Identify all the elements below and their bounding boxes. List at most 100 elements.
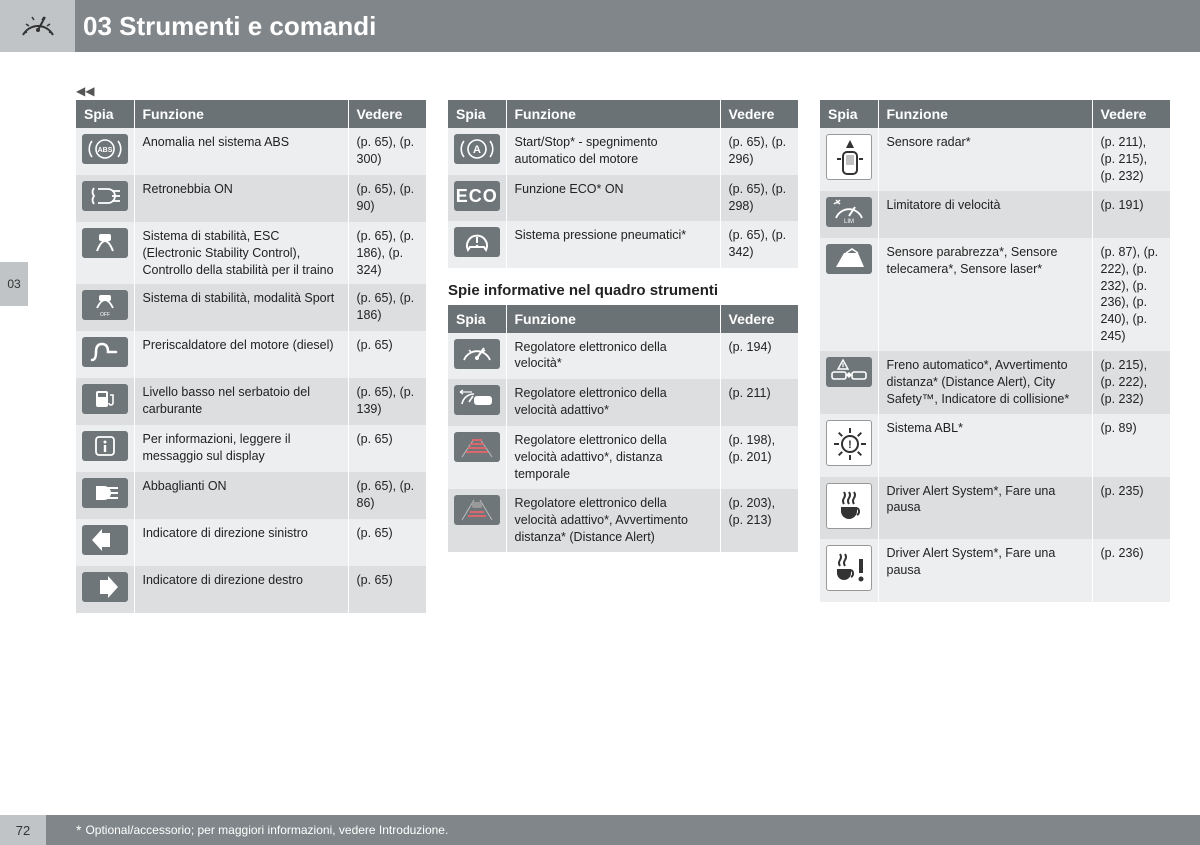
- eco-icon: ECO: [454, 181, 500, 211]
- table-row: Regolatore elettronico della velocità ad…: [448, 379, 798, 426]
- icon-cell: [76, 519, 134, 566]
- funzione-cell: Livello basso nel serbatoio del carburan…: [134, 378, 348, 425]
- table-row: A Start/Stop* - spegnimento automatico de…: [448, 128, 798, 175]
- funzione-cell: Per informazioni, leggere il messaggio s…: [134, 425, 348, 472]
- icon-cell: [76, 425, 134, 472]
- th-vedere: Vedere: [720, 305, 798, 333]
- table-row: Preriscaldatore del motore (diesel)(p. 6…: [76, 331, 426, 378]
- funzione-cell: Start/Stop* - spegnimento automatico del…: [506, 128, 720, 175]
- collision-icon: [826, 357, 872, 387]
- content-columns: Spia Funzione Vedere ABSAnomalia nel sis…: [76, 100, 1170, 803]
- funzione-cell: Sistema ABL*: [878, 414, 1092, 477]
- th-funzione: Funzione: [506, 100, 720, 128]
- coffee-icon: [826, 483, 872, 529]
- vedere-cell: (p. 89): [1092, 414, 1170, 477]
- table-col1: Spia Funzione Vedere ABSAnomalia nel sis…: [76, 100, 426, 613]
- table-row: Indicatore di direzione destro(p. 65): [76, 566, 426, 613]
- funzione-cell: Indicatore di direzione destro: [134, 566, 348, 613]
- icon-cell: [76, 378, 134, 425]
- esc-off-icon: OFF: [82, 290, 128, 320]
- icon-cell: [820, 128, 878, 191]
- th-vedere: Vedere: [720, 100, 798, 128]
- icon-cell: [820, 351, 878, 414]
- vedere-cell: (p. 65), (p. 90): [348, 175, 426, 222]
- funzione-cell: Regolatore elettronico della velocità ad…: [506, 426, 720, 489]
- svg-text:!: !: [848, 439, 852, 451]
- svg-text:A: A: [473, 144, 481, 156]
- icon-cell: A: [448, 128, 506, 175]
- icon-cell: [76, 566, 134, 613]
- funzione-cell: Freno automatico*, Avvertimento distanza…: [878, 351, 1092, 414]
- vedere-cell: (p. 65), (p. 86): [348, 472, 426, 519]
- vedere-cell: (p. 87), (p. 222), (p. 232), (p. 236), (…: [1092, 238, 1170, 351]
- funzione-cell: Funzione ECO* ON: [506, 175, 720, 221]
- table-row: Sensore radar*(p. 211), (p. 215), (p. 23…: [820, 128, 1170, 191]
- th-spia: Spia: [820, 100, 878, 128]
- column-1: Spia Funzione Vedere ABSAnomalia nel sis…: [76, 100, 426, 803]
- funzione-cell: Driver Alert System*, Fare una pausa: [878, 477, 1092, 540]
- table-row: Regolatore elettronico della velocità ad…: [448, 489, 798, 552]
- icon-cell: [448, 379, 506, 426]
- th-spia: Spia: [76, 100, 134, 128]
- right-icon: [82, 572, 128, 602]
- info-icon: [82, 431, 128, 461]
- funzione-cell: Limitatore di velocità: [878, 191, 1092, 238]
- acc-icon: [454, 385, 500, 415]
- icon-cell: ECO: [448, 175, 506, 221]
- icon-cell: [448, 426, 506, 489]
- table-col2b: Spia Funzione Vedere Regolatore elettron…: [448, 305, 798, 552]
- abl-icon: !: [826, 420, 872, 466]
- vedere-cell: (p. 211): [720, 379, 798, 426]
- footnote-text: Optional/accessorio; per maggiori inform…: [85, 823, 448, 837]
- funzione-cell: Driver Alert System*, Fare una pausa: [878, 539, 1092, 602]
- vedere-cell: (p. 65), (p. 186), (p. 324): [348, 222, 426, 285]
- vedere-cell: (p. 65), (p. 298): [720, 175, 798, 221]
- preheat-icon: [82, 337, 128, 367]
- vedere-cell: (p. 198), (p. 201): [720, 426, 798, 489]
- svg-text:LIM: LIM: [844, 219, 854, 225]
- rearfog-icon: [82, 181, 128, 211]
- table-row: LIMLimitatore di velocità(p. 191): [820, 191, 1170, 238]
- table-row: OFFSistema di stabilità, modalità Sport(…: [76, 284, 426, 331]
- distance-icon: [454, 432, 500, 462]
- vedere-cell: (p. 65), (p. 342): [720, 221, 798, 268]
- funzione-cell: Regolatore elettronico della velocità ad…: [506, 379, 720, 426]
- icon-cell: [820, 238, 878, 351]
- funzione-cell: Sistema di stabilità, ESC (Electronic St…: [134, 222, 348, 285]
- icon-cell: [76, 472, 134, 519]
- funzione-cell: Sistema pressione pneumatici*: [506, 221, 720, 268]
- table-row: Retronebbia ON(p. 65), (p. 90): [76, 175, 426, 222]
- vedere-cell: (p. 65), (p. 139): [348, 378, 426, 425]
- footnote-star: *: [76, 822, 81, 838]
- funzione-cell: Anomalia nel sistema ABS: [134, 128, 348, 175]
- icon-cell: [76, 331, 134, 378]
- funzione-cell: Preriscaldatore del motore (diesel): [134, 331, 348, 378]
- table-col2a: Spia Funzione Vedere A Start/Stop* - speg…: [448, 100, 798, 268]
- column-3: Spia Funzione Vedere Sensore radar*(p. 2…: [820, 100, 1170, 803]
- funzione-cell: Abbaglianti ON: [134, 472, 348, 519]
- highbeam-icon: [82, 478, 128, 508]
- svg-text:OFF: OFF: [100, 312, 110, 318]
- table-row: Sistema di stabilità, ESC (Electronic St…: [76, 222, 426, 285]
- icon-cell: [448, 221, 506, 268]
- th-spia: Spia: [448, 100, 506, 128]
- icon-cell: [820, 539, 878, 602]
- distalert-icon: [454, 495, 500, 525]
- footer: 72 * Optional/accessorio; per maggiori i…: [0, 815, 1200, 845]
- coffee-alert-icon: [826, 545, 872, 591]
- abs-icon: ABS: [82, 134, 128, 164]
- page-number: 72: [0, 815, 46, 845]
- table-row: ABSAnomalia nel sistema ABS(p. 65), (p. …: [76, 128, 426, 175]
- vedere-cell: (p. 65): [348, 331, 426, 378]
- funzione-cell: Sensore radar*: [878, 128, 1092, 191]
- vedere-cell: (p. 65): [348, 425, 426, 472]
- vedere-cell: (p. 211), (p. 215), (p. 232): [1092, 128, 1170, 191]
- table-col3: Spia Funzione Vedere Sensore radar*(p. 2…: [820, 100, 1170, 602]
- cruise-icon: [454, 339, 500, 369]
- startstop-icon: A: [454, 134, 500, 164]
- esc-icon: [82, 228, 128, 258]
- table-row: Indicatore di direzione sinistro(p. 65): [76, 519, 426, 566]
- th-funzione: Funzione: [134, 100, 348, 128]
- table-row: Abbaglianti ON(p. 65), (p. 86): [76, 472, 426, 519]
- table-row: Regolatore elettronico della velocità ad…: [448, 426, 798, 489]
